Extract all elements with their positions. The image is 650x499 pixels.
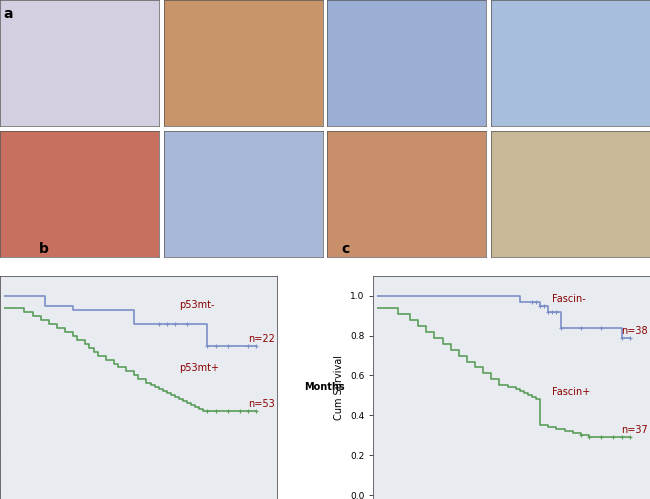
Text: p53mt-: p53mt- [179,300,215,310]
Text: Months: Months [304,382,345,392]
Text: b: b [39,242,49,256]
Text: n=22: n=22 [248,334,275,344]
Text: n=38: n=38 [621,326,648,336]
Text: Fascin-: Fascin- [552,294,586,304]
Text: Fascin+: Fascin+ [552,387,591,397]
Y-axis label: Cum Survival: Cum Survival [335,355,344,420]
Text: a: a [3,7,13,21]
Text: p53mt+: p53mt+ [179,363,219,373]
Text: n=53: n=53 [248,399,275,409]
Text: c: c [341,242,350,256]
Text: n=37: n=37 [621,425,648,435]
